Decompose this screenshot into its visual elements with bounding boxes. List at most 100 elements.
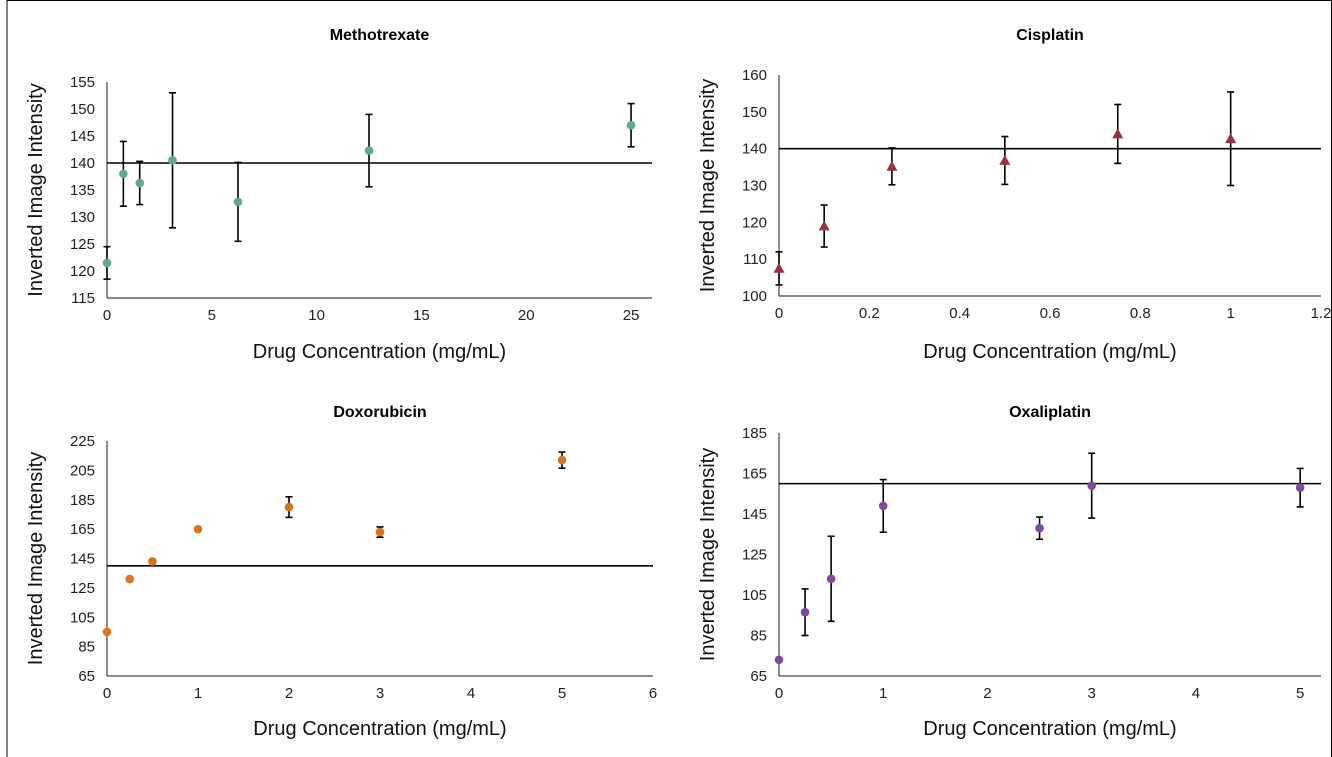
y-tick-label: 120 [70,263,95,280]
y-tick-label: 145 [742,506,767,523]
data-point [119,169,128,179]
data-point [826,574,836,584]
chart-title: Oxaliplatin [1009,404,1091,421]
x-tick-label: 3 [376,685,384,702]
data-point [557,455,567,465]
data-point [284,502,294,512]
x-axis-label: Drug Concentration (mg/mL) [923,341,1176,363]
data-point [102,258,112,268]
y-tick-label: 65 [78,668,95,685]
y-tick-label: 85 [78,639,95,656]
data-point [1225,133,1237,144]
x-tick-label: 20 [518,307,535,324]
y-tick-label: 100 [742,288,767,305]
data-point [886,160,898,171]
y-tick-label: 120 [742,214,767,231]
y-tick-label: 145 [70,128,95,145]
y-axis-label: Inverted Image Intensity [25,83,47,296]
x-tick-label: 15 [413,307,430,324]
y-axis-label: Inverted Image Intensity [25,452,47,665]
y-tick-label: 150 [70,101,95,118]
x-axis-label: Drug Concentration (mg/mL) [253,341,506,363]
data-point [1087,481,1096,490]
x-tick-label: 0 [775,685,783,702]
x-tick-label: 0.2 [859,305,880,322]
x-tick-label: 4 [467,685,475,702]
y-tick-label: 130 [742,178,767,195]
chart-title: Cisplatin [1016,27,1084,44]
plots-group: Methotrexate1151201251301351401451501550… [25,27,1331,740]
data-point [102,627,112,637]
x-tick-label: 5 [208,307,216,324]
y-axis-label: Inverted Image Intensity [697,448,719,661]
chart-cisplatin: Cisplatin 100 110 120 130 140 150 160 0 0.2 0.4 0.6… [697,27,1331,363]
data-point [375,527,385,537]
y-tick-label: 105 [70,609,95,626]
x-tick-label: 1 [879,685,887,702]
x-tick-label: 5 [558,685,566,702]
x-tick-label: 10 [308,307,325,324]
chart-methotrexate: Methotrexate1151201251301351401451501550… [25,27,652,363]
x-tick-label: 5 [1296,685,1304,702]
data-point [233,197,243,207]
data-point [800,607,810,617]
y-tick-label: 165 [742,466,767,483]
x-tick-label: 1 [194,685,202,702]
data-point [364,146,374,155]
data-point [168,156,177,165]
data-point [626,120,636,130]
data-point [818,220,830,231]
data-point [1112,128,1124,139]
data-point [1295,483,1305,492]
data-point [193,524,203,534]
y-tick-label: 125 [70,236,95,253]
data-point [773,262,785,273]
y-tick-label: 160 [742,67,767,84]
data-point [125,574,135,584]
x-tick-label: 1.2 [1311,305,1332,322]
x-axis-label: Drug Concentration (mg/mL) [923,718,1176,740]
x-tick-label: 0 [103,307,111,324]
chart-title: Doxorubicin [333,404,426,421]
y-tick-label: 135 [70,182,95,199]
y-tick-label: 185 [742,425,767,442]
x-tick-label: 4 [1192,685,1200,702]
x-tick-label: 2 [983,685,991,702]
data-point [148,557,157,566]
x-tick-label: 3 [1088,685,1096,702]
y-tick-label: 105 [742,587,767,604]
x-tick-label: 0 [103,685,111,702]
y-tick-label: 155 [70,74,95,91]
y-tick-label: 150 [742,104,767,121]
y-tick-label: 145 [70,551,95,568]
y-tick-label: 140 [70,155,95,172]
y-tick-label: 125 [742,547,767,564]
x-tick-label: 2 [285,685,293,702]
chart-title: Methotrexate [330,27,430,44]
data-point [878,501,888,511]
x-tick-label: 1 [1226,305,1234,322]
x-tick-label: 0.8 [1130,305,1151,322]
y-tick-label: 125 [70,580,95,597]
y-tick-label: 225 [70,433,95,450]
data-point [135,178,144,188]
data-point [774,655,784,665]
y-tick-label: 110 [743,251,767,268]
y-tick-label: 115 [71,290,95,307]
y-axis-label: Inverted Image Intensity [697,79,719,292]
y-tick-label: 65 [750,668,767,685]
y-tick-label: 140 [742,141,767,158]
chart-oxaliplatin: Oxaliplatin 65 85 105 125 145 165 185 0 1 2 3 4 5 Drug… [697,404,1321,740]
data-point [1035,523,1044,533]
y-tick-label: 85 [750,628,767,645]
x-tick-label: 0.6 [1040,305,1061,322]
y-tick-label: 130 [70,209,95,226]
x-axis-label: Drug Concentration (mg/mL) [253,718,506,740]
x-tick-label: 25 [623,307,640,324]
y-tick-label: 185 [70,492,95,509]
y-tick-label: 165 [70,521,95,538]
x-tick-label: 0 [775,305,783,322]
data-point [999,154,1011,165]
